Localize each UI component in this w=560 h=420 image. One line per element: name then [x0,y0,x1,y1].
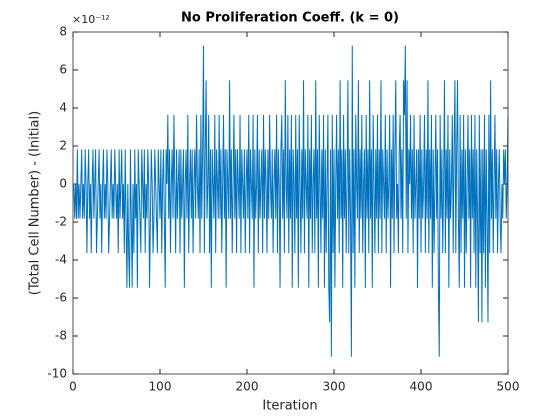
y-axis-label: (Total Cell Number) - (Initial) [28,111,43,295]
x-tick-label: 400 [410,380,433,394]
x-axis-label: Iteration [262,399,317,414]
y-tick-label: -2 [55,215,67,229]
y-tick-label: -8 [55,329,67,343]
x-tick-label: 300 [323,380,346,394]
y-tick-label: -4 [55,253,67,267]
x-tick-label: 200 [236,380,259,394]
x-tick-label: 100 [149,380,172,394]
y-tick-label: 2 [59,139,67,153]
axes-box [72,31,509,375]
y-exponent: ×10⁻¹² [72,13,110,26]
data-line [73,45,509,357]
chart-title: No Proliferation Coeff. (k = 0) [181,11,399,26]
y-tick-label: -10 [47,367,67,381]
y-tick-label: 4 [59,101,67,115]
y-tick-label: 0 [59,177,67,191]
y-tick-label: 6 [59,63,67,77]
x-tick-label: 0 [69,380,77,394]
x-tick-label: 500 [497,380,520,394]
y-tick-label: -6 [55,291,67,305]
y-tick-label: 8 [59,25,67,39]
